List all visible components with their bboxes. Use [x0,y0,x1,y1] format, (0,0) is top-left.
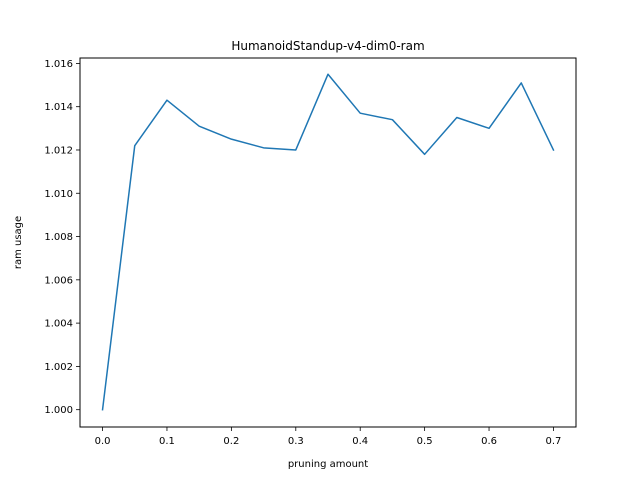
x-axis-ticks: 0.0 0.1 0.2 0.3 0.4 0.5 0.6 0.7 [95,427,562,447]
x-tick-label: 0.7 [546,436,562,447]
plot-layer [101,73,555,411]
x-axis-label: pruning amount [288,459,368,470]
plot-frame [79,57,577,428]
x-tick-label: 0.4 [352,436,368,447]
series-line-0 [101,73,555,411]
x-tick-label: 0.3 [288,436,304,447]
y-tick-label: 1.012 [44,145,73,156]
y-tick-label: 1.000 [44,405,73,416]
y-tick-label: 1.004 [44,319,73,330]
y-axis-ticks: 1.000 1.002 1.004 1.006 1.008 1.010 1.012 1.014… [44,59,80,416]
x-tick-label: 0.0 [95,436,111,447]
x-tick-label: 0.6 [481,436,497,447]
x-tick-label: 0.1 [159,436,175,447]
y-tick-label: 1.008 [44,232,73,243]
y-tick-label: 1.014 [44,102,73,113]
y-tick-label: 1.002 [44,362,73,373]
y-axis-label: ram usage [13,216,24,269]
chart-title: HumanoidStandup-v4-dim0-ram [231,39,424,53]
y-tick-label: 1.010 [44,189,73,200]
x-tick-label: 0.2 [223,436,239,447]
x-tick-label: 0.5 [417,436,433,447]
y-tick-label: 1.006 [44,275,73,286]
y-tick-label: 1.016 [44,59,73,70]
